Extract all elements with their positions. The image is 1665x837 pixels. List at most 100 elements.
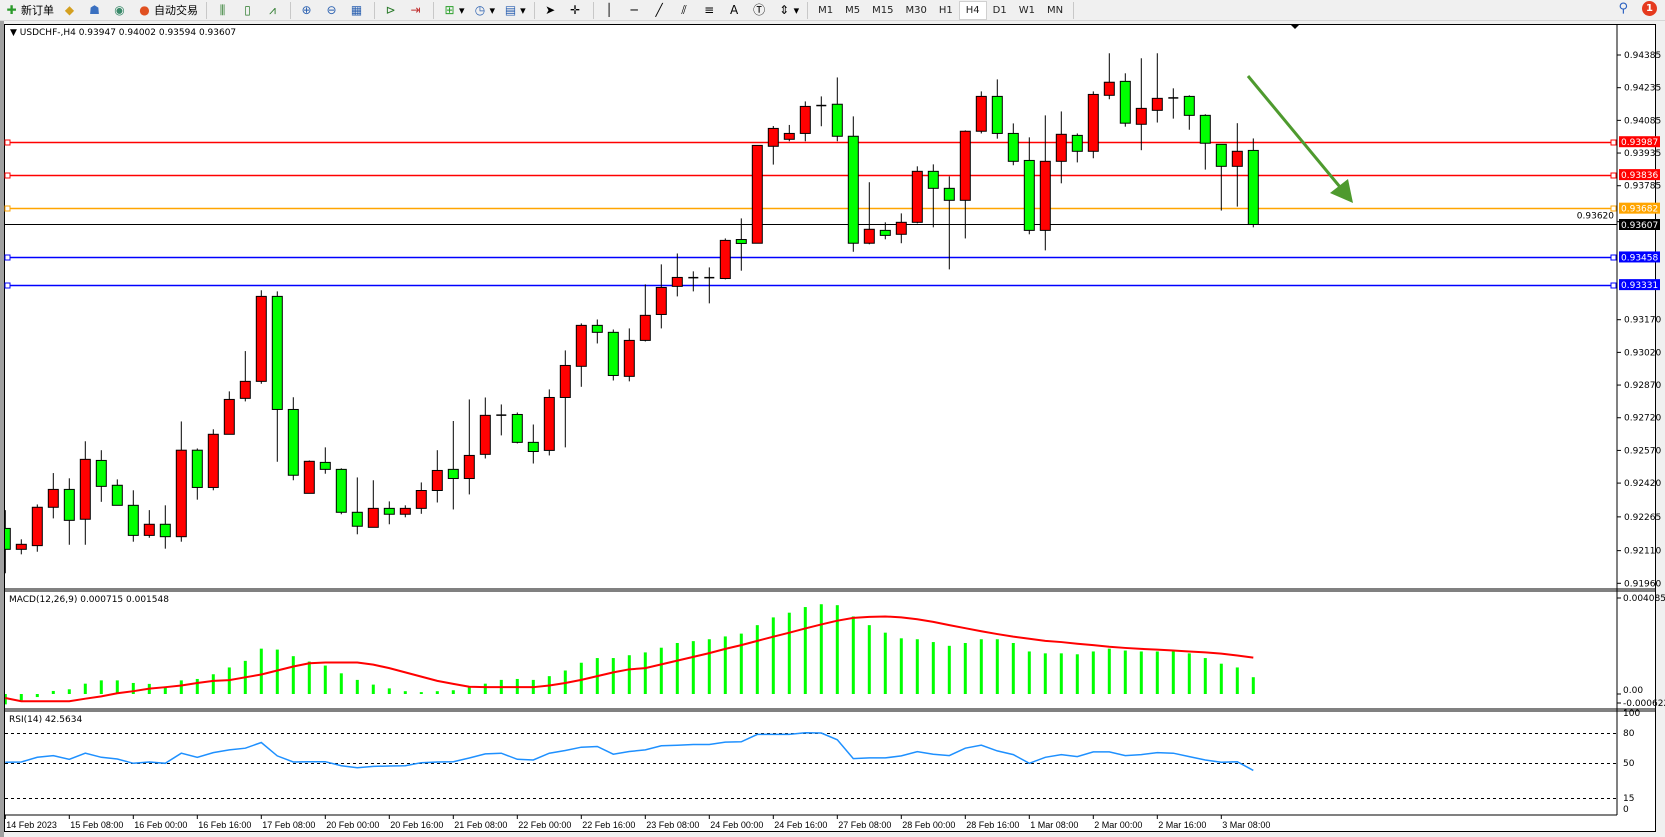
signals-button[interactable]: ◉ (109, 1, 132, 20)
chart-window[interactable] (4, 24, 1656, 832)
new-order-button[interactable]: ✚ 新订单 (1, 1, 57, 20)
timeframe-mn[interactable]: MN (1046, 4, 1064, 16)
crosshair-button[interactable]: ✛ (565, 1, 588, 20)
candle-body (207, 433, 219, 488)
candle-body (415, 490, 427, 509)
text-label-button[interactable]: Ⓣ (749, 1, 772, 20)
text-button[interactable]: A (724, 1, 747, 20)
candle-body (15, 543, 27, 550)
candle-body (1103, 81, 1115, 96)
tile-windows-button[interactable]: ▦ (346, 1, 369, 20)
zoom-in-button[interactable]: ⊕ (296, 1, 319, 20)
line-chart-button[interactable]: ⩘ (262, 1, 285, 20)
candle-body (1247, 149, 1259, 225)
horizontal-line-icon: ─ (630, 2, 638, 17)
candle-body (559, 364, 571, 398)
search-icon[interactable]: ⚲ (1618, 1, 1628, 16)
timeframe-bar: M1 M5 M15 M30 H1 H4 D1 W1 MN (812, 0, 1069, 20)
toolbar-right: ⚲ 1 (1618, 1, 1657, 16)
auto-trading-button[interactable]: ● 自动交易 (134, 1, 201, 20)
horizontal-line-button[interactable]: ─ (624, 1, 647, 20)
indicators-button[interactable]: ⊞ ▾ (439, 1, 468, 20)
vertical-line-button[interactable]: │ (599, 1, 622, 20)
macd-histogram-bar (51, 690, 55, 694)
toolbar-separator (206, 1, 207, 19)
fibonacci-button[interactable]: ≡ (699, 1, 722, 20)
price-axis[interactable]: 0.94385 0.94235 0.94085 0.93935 0.93785 0.936… (1577, 51, 1662, 589)
candle-body (943, 187, 955, 201)
macd-histogram-bar (643, 652, 647, 694)
candle (671, 253, 683, 297)
chart-shift-button[interactable]: ⇥ (405, 1, 428, 20)
candle-body (367, 507, 379, 528)
macd-histogram-bar (1091, 651, 1095, 694)
bar-chart-button[interactable]: ⫼ (212, 1, 235, 20)
timeframe-m30[interactable]: M30 (905, 4, 927, 16)
candle-body (159, 523, 171, 538)
candle-body (639, 314, 651, 341)
timeframe-h1[interactable]: H1 (938, 4, 953, 16)
price-tick-label: 0.94235 (1624, 84, 1661, 94)
trendline-button[interactable]: ╱ (649, 1, 672, 20)
timeframe-d1[interactable]: D1 (992, 4, 1007, 16)
periods-button[interactable]: ◷ ▾ (470, 1, 499, 20)
candle-body (895, 221, 907, 235)
candle (1071, 133, 1083, 163)
time-label: 27 Feb 08:00 (838, 820, 891, 830)
candle (15, 539, 27, 555)
timeframe-h4[interactable]: H4 (958, 0, 987, 20)
candle (255, 290, 267, 384)
macd-histogram-bar (1139, 651, 1143, 694)
price-tick-label: 0.92720 (1624, 414, 1661, 424)
price-tick-label: 0.93935 (1624, 149, 1661, 159)
macd-histogram-bar (1171, 651, 1175, 694)
macd-histogram-bar (179, 680, 183, 694)
tile-windows-icon: ▦ (350, 2, 363, 17)
candle-body (959, 130, 971, 201)
market-watch-button[interactable]: ◆ (59, 1, 82, 20)
candle-body (383, 507, 395, 515)
price-tick-label: 0.92570 (1624, 446, 1661, 456)
candle (1151, 53, 1163, 123)
candle-body (1071, 134, 1083, 152)
candle-body (719, 239, 731, 280)
macd-histogram-bar (819, 604, 823, 694)
arrows-button[interactable]: ⇕ ▾ (774, 1, 803, 20)
timeframe-w1[interactable]: W1 (1018, 4, 1035, 16)
candlestick-button[interactable]: ▯ (237, 1, 260, 20)
macd-histogram-bar (979, 639, 983, 694)
candle-body (575, 324, 587, 367)
timeframe-m1[interactable]: M1 (818, 4, 834, 16)
candle-body (831, 103, 843, 137)
zoom-out-button[interactable]: ⊖ (321, 1, 344, 20)
candle (1007, 123, 1019, 166)
equidistant-channel-button[interactable]: ⫽ (674, 1, 697, 20)
candle (191, 448, 203, 500)
time-axis[interactable]: 14 Feb 2023 15 Feb 08:00 16 Feb 00:00 16 Fe… (4, 815, 1270, 830)
level-handle (4, 205, 11, 212)
candle-body (319, 461, 331, 470)
rsi-label: RSI(14) 42.5634 (9, 715, 82, 725)
macd-histogram-bar (723, 636, 727, 694)
candle (447, 421, 459, 510)
navigator-button[interactable]: ☗ (84, 1, 107, 20)
timeframe-m5[interactable]: M5 (845, 4, 861, 16)
macd-histogram-bar (947, 645, 951, 694)
macd-histogram-bar (931, 642, 935, 694)
level-price-label: 0.93682 (1621, 205, 1658, 215)
candle (31, 504, 43, 552)
autoscroll-button[interactable]: ⊳ (380, 1, 403, 20)
arrow-head-icon (1330, 179, 1353, 203)
rsi-tick-label: 100 (1623, 709, 1640, 719)
timeframe-m15[interactable]: M15 (872, 4, 894, 16)
templates-button[interactable]: ▤ ▾ (504, 2, 526, 17)
candle-body (799, 105, 811, 134)
candle-body (447, 468, 459, 480)
cursor-button[interactable]: ➤ (540, 1, 563, 20)
crosshair-icon: ✛ (570, 2, 581, 17)
candle-body (95, 459, 107, 487)
candle-body (735, 239, 747, 244)
notification-badge[interactable]: 1 (1642, 1, 1657, 16)
